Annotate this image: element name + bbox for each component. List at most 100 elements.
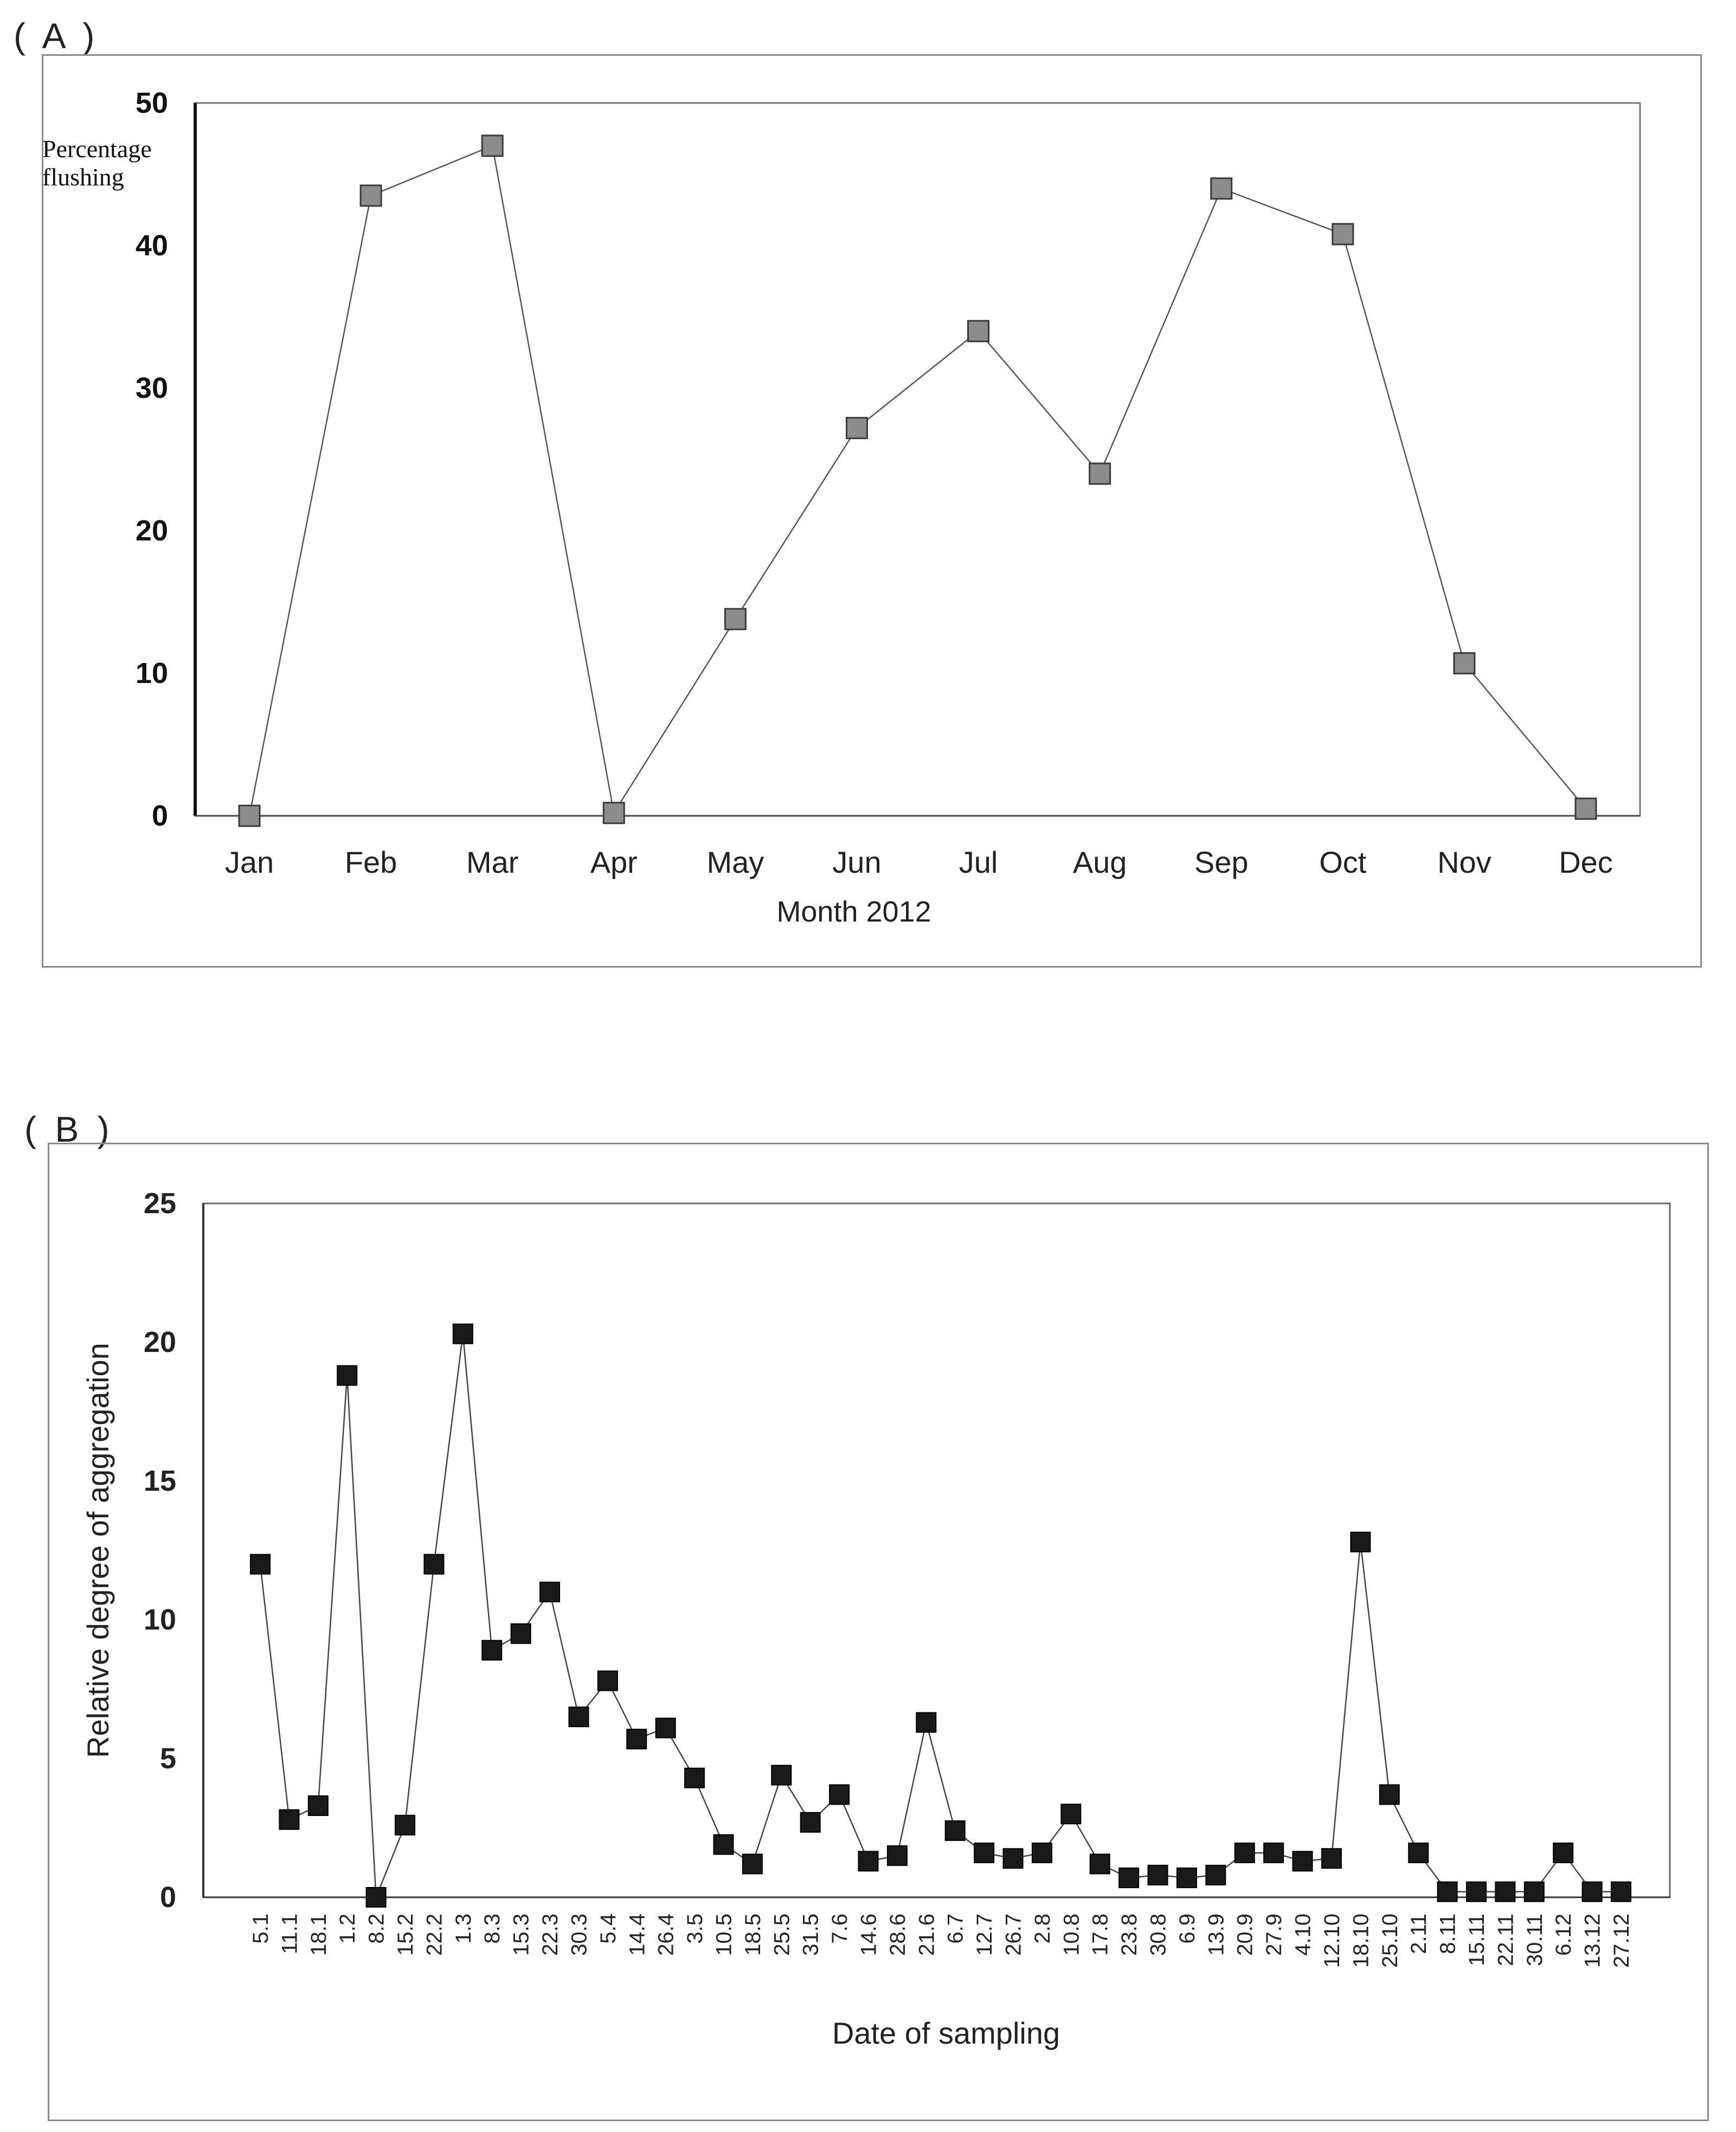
chart-b-x-tick-label: 5.1 [249, 1914, 273, 1944]
chart-b-x-tick-label: 1.3 [452, 1914, 475, 1944]
chart-b-data-point [1553, 1843, 1574, 1864]
chart-b-data-point [568, 1706, 589, 1728]
chart-a-x-tick-label: May [706, 845, 764, 879]
chart-b-data-point [452, 1323, 473, 1344]
chart-a-data-point [1453, 652, 1476, 675]
chart-b-x-axis-label: Date of sampling [832, 2016, 1060, 2050]
chart-b-x-tick-label: 8.11 [1436, 1914, 1460, 1954]
chart-a-y-tick-label: 10 [136, 657, 168, 690]
chart-a-data-point [359, 184, 382, 207]
chart-b-x-tick-label: 22.2 [422, 1914, 446, 1956]
chart-b-data-point [1234, 1843, 1255, 1864]
chart-b-x-tick-label: 13.9 [1204, 1914, 1228, 1956]
chart-a-data-point [1210, 177, 1233, 200]
chart-b-data-point [1147, 1865, 1168, 1886]
chart-a-x-tick-label: Feb [345, 845, 397, 879]
chart-b-data-point [944, 1820, 966, 1841]
chart-b-data-point [1002, 1848, 1024, 1869]
chart-b-y-tick-label: 10 [144, 1603, 176, 1636]
chart-b-data-point [655, 1717, 676, 1738]
chart-b-x-tick-label: 12.7 [973, 1914, 996, 1956]
chart-a-data-point [1332, 223, 1354, 246]
chart-b-data-point [1176, 1867, 1197, 1889]
chart-a-x-tick-label: Jan [225, 845, 274, 879]
chart-b-data-point [1379, 1784, 1400, 1805]
chart-a-data-point [602, 802, 625, 825]
chart-b-x-tick-label: 15.2 [394, 1914, 417, 1956]
chart-b-x-tick-label: 10.5 [712, 1914, 736, 1956]
chart-b-data-point [1581, 1881, 1603, 1902]
chart-a-plot-area [194, 102, 1641, 817]
chart-b-data-point [481, 1640, 503, 1661]
chart-b-x-tick-label: 17.8 [1089, 1914, 1113, 1956]
chart-b-data-point [1089, 1853, 1110, 1875]
chart-b-y-tick-label: 15 [144, 1465, 176, 1497]
chart-a-y-tick-label: 30 [136, 372, 168, 404]
chart-a-data-point [967, 320, 990, 343]
chart-b-x-tick-label: 2.8 [1031, 1914, 1055, 1944]
chart-b-x-tick-label: 6.12 [1552, 1914, 1576, 1956]
chart-a-x-tick-label: Apr [590, 845, 638, 879]
chart-b-x-tick-label: 25.5 [770, 1914, 794, 1956]
chart-b-data-point [829, 1784, 850, 1805]
chart-b-y-tick-label: 0 [160, 1881, 176, 1914]
chart-b-x-tick-label: 18.5 [741, 1914, 765, 1956]
chart-b-data-point [886, 1845, 908, 1866]
chart-a-x-tick-label: Aug [1073, 845, 1127, 879]
chart-b-x-tick-label: 30.11 [1523, 1914, 1547, 1966]
chart-b-data-point [1523, 1881, 1545, 1902]
chart-b-x-tick-label: 1.2 [336, 1914, 359, 1944]
chart-b-y-tick-label: 20 [144, 1326, 176, 1358]
chart-b-data-point [1437, 1881, 1458, 1902]
chart-a-x-tick-label: Jun [832, 845, 881, 879]
chart-b-data-point [337, 1365, 358, 1386]
chart-b-x-tick-label: 12.10 [1320, 1914, 1344, 1968]
chart-a-data-point [238, 804, 261, 827]
chart-a-y-tick-label: 20 [136, 514, 168, 547]
chart-b-x-tick-label: 27.9 [1262, 1914, 1286, 1956]
chart-a-x-tick-label: Sep [1194, 845, 1249, 879]
chart-b-x-tick-label: 22.11 [1494, 1914, 1518, 1966]
chart-b-data-point [1321, 1848, 1342, 1869]
chart-b-x-tick-label: 7.6 [828, 1914, 852, 1944]
chart-a-x-tick-label: Dec [1559, 845, 1613, 879]
chart-b-data-point [395, 1814, 416, 1835]
chart-a-series-line [248, 145, 1586, 816]
chart-b-x-tick-label: 15.11 [1465, 1914, 1489, 1966]
chart-b-data-point [713, 1834, 734, 1855]
chart-b-x-tick-label: 14.4 [625, 1914, 649, 1956]
chart-b-data-point [1118, 1867, 1140, 1889]
chart-b-x-tick-label: 8.3 [480, 1914, 504, 1944]
chart-b-data-point [858, 1851, 879, 1872]
chart-b-data-point [916, 1712, 937, 1733]
chart-b-x-tick-label: 18.10 [1349, 1914, 1373, 1968]
chart-b-x-tick-label: 30.3 [567, 1914, 591, 1956]
chart-b-data-point [597, 1670, 618, 1691]
chart-b-data-point [539, 1581, 561, 1602]
chart-b-data-point [1465, 1881, 1487, 1902]
chart-b-x-tick-label: 26.4 [654, 1914, 678, 1956]
chart-b-series-line [259, 1334, 1621, 1898]
chart-b-x-tick-label: 10.8 [1059, 1914, 1083, 1956]
chart-b-data-point [974, 1843, 995, 1864]
chart-b-data-point [1292, 1851, 1313, 1872]
chart-a-data-point [481, 134, 504, 157]
chart-a-data-point [845, 417, 868, 440]
chart-b-x-tick-label: 26.7 [1002, 1914, 1026, 1956]
chart-b-x-tick-label: 25.10 [1378, 1914, 1402, 1968]
panel-b-label: ( B ) [24, 1109, 114, 1149]
chart-a-data-point [1089, 462, 1111, 485]
chart-b-x-tick-label: 28.6 [886, 1914, 910, 1956]
chart-b-y-tick-label: 25 [144, 1187, 176, 1220]
chart-a-y-tick-label: 0 [152, 800, 168, 832]
chart-b-x-tick-label: 13.12 [1581, 1914, 1605, 1968]
chart-b-data-point [1611, 1881, 1631, 1902]
chart-b-plot-area [202, 1202, 1671, 1898]
chart-b-x-tick-label: 22.3 [538, 1914, 562, 1956]
chart-b-data-point [1060, 1803, 1082, 1825]
chart-b-x-tick-label: 23.8 [1117, 1914, 1141, 1956]
chart-a-x-tick-label: Jul [959, 845, 998, 879]
panel-a-label: ( A ) [14, 16, 99, 56]
chart-b-data-point [626, 1729, 647, 1750]
